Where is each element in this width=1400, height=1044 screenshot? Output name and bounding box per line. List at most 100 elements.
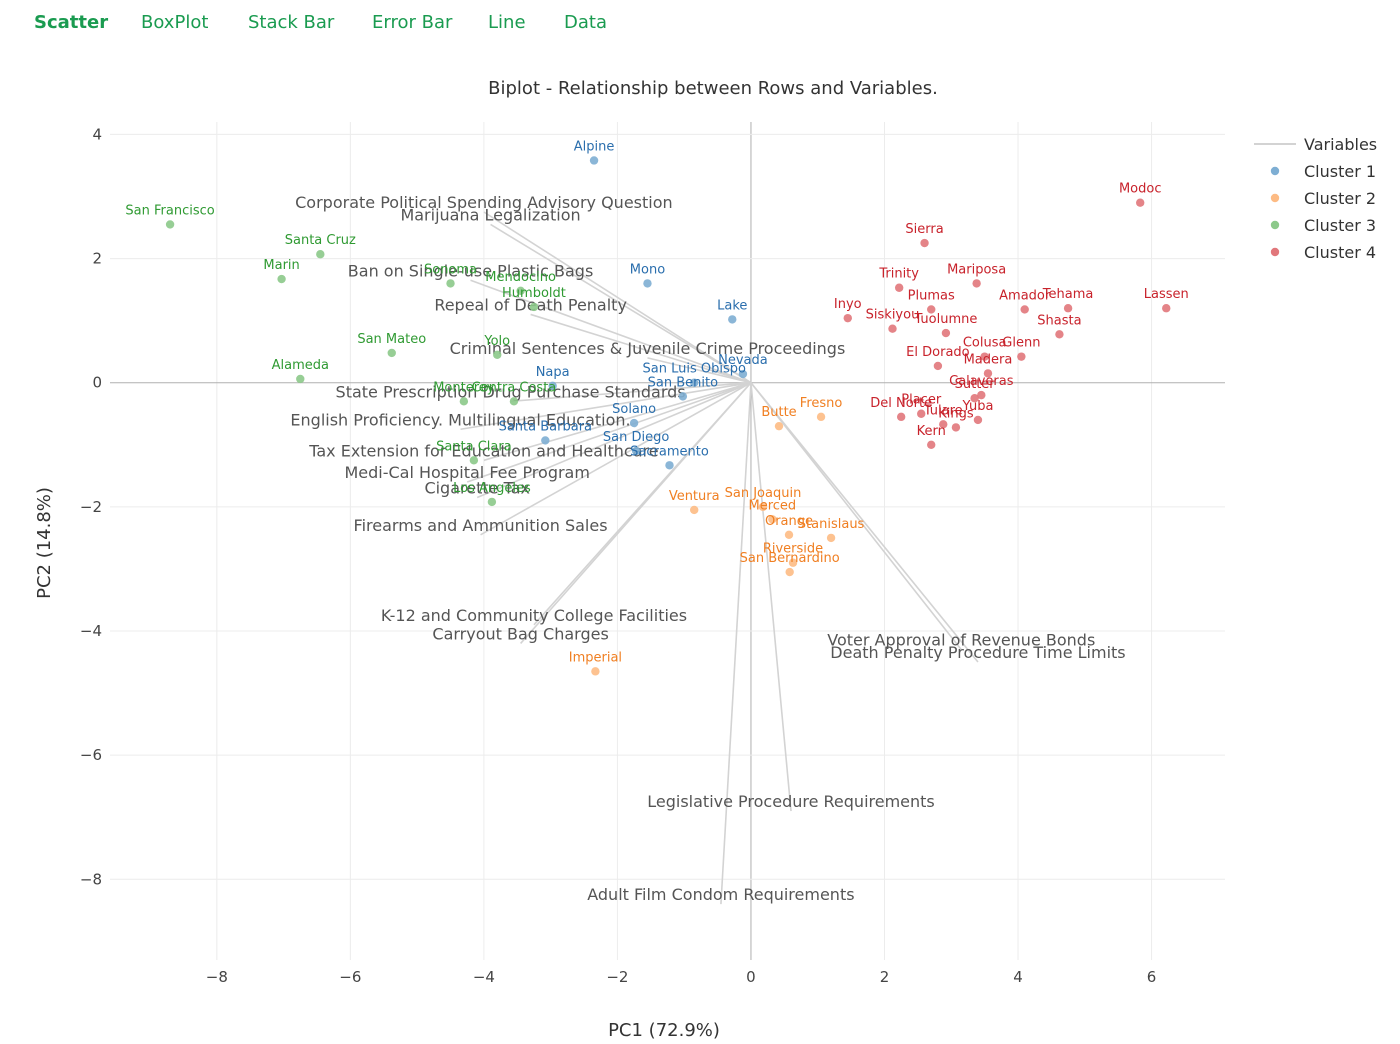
data-point (888, 324, 897, 333)
data-point (316, 250, 325, 259)
x-tick-label: −2 (606, 968, 628, 986)
data-point (629, 418, 639, 428)
data-point (516, 286, 525, 296)
point-label: Napa (536, 365, 570, 380)
data-point (826, 533, 836, 543)
point-label: Ventura (669, 489, 720, 504)
data-point (951, 423, 961, 432)
point-label: San Luis Obispo (642, 362, 745, 377)
point-label: Marin (263, 258, 299, 273)
x-tick-label: 4 (1013, 968, 1023, 986)
variable-label: Medi-Cal Hospital Fee Program (344, 463, 590, 482)
variable-vector (480, 382, 752, 536)
variable-label: Legislative Procedure Requirements (647, 792, 935, 811)
point-label: Placer (901, 393, 942, 408)
variable-label: Ban on Single-use Plastic Bags (348, 261, 594, 280)
tab-stack-bar[interactable]: Stack Bar (248, 12, 335, 33)
variable-vector (510, 381, 752, 403)
point-label: Yolo (483, 334, 510, 349)
data-point (933, 361, 943, 371)
point-label: Sacramento (630, 444, 709, 459)
legend-entry: Cluster 4 (1304, 243, 1376, 262)
point-label: San Francisco (125, 203, 214, 218)
data-point (728, 315, 737, 324)
variable-vector (520, 382, 752, 644)
tab-bar: Scatter BoxPlot Stack Bar Error Bar Line… (0, 0, 1400, 48)
variable-label: Firearms and Ammunition Sales (354, 516, 608, 535)
point-label: Amador (999, 288, 1051, 303)
variable-vectors: Corporate Political Spending Advisory Qu… (290, 193, 1126, 905)
point-label: Los Angeles (453, 481, 531, 496)
point-label: Calaveras (949, 374, 1014, 389)
point-label: Merced (748, 498, 796, 513)
data-point (758, 502, 768, 512)
data-point (548, 381, 557, 391)
point-label: Mono (630, 262, 665, 277)
tab-data[interactable]: Data (564, 12, 607, 33)
data-point (589, 156, 599, 165)
data-point (894, 283, 904, 292)
data-point (509, 397, 519, 406)
data-point (738, 369, 748, 379)
tab-error-bar[interactable]: Error Bar (372, 12, 453, 33)
tab-boxplot[interactable]: BoxPlot (141, 12, 209, 33)
data-point (665, 461, 674, 470)
point-label: Madera (964, 352, 1013, 367)
tab-scatter[interactable]: Scatter (34, 12, 109, 33)
variable-label: Death Penalty Procedure Time Limits (830, 643, 1125, 662)
variable-label: Adult Film Condom Requirements (587, 885, 854, 904)
point-label: Kern (917, 424, 946, 439)
variable-label: State Prescription Drug Purchase Standar… (336, 382, 686, 401)
chart-title: Biplot - Relationship between Rows and V… (488, 78, 938, 99)
data-point (643, 279, 652, 288)
point-label: Orange (765, 514, 813, 529)
data-point (785, 567, 794, 577)
x-tick-label: −4 (473, 968, 495, 986)
variable-vector (720, 382, 752, 905)
point-label: Siskiyou (866, 308, 920, 323)
tab-line[interactable]: Line (488, 12, 526, 33)
point-label: Modoc (1119, 182, 1162, 197)
data-point (631, 446, 641, 456)
point-label: Santa Clara (436, 439, 512, 454)
data-point (973, 415, 983, 425)
point-label: Contra Costa (472, 380, 557, 395)
legend: Variables Cluster 1 Cluster 2 Cluster 3 Clus… (1254, 135, 1377, 262)
data-point (487, 497, 497, 507)
point-label: Santa Cruz (285, 233, 356, 248)
x-tick-label: 6 (1147, 968, 1157, 986)
data-point (980, 352, 989, 361)
point-label: Sonoma (424, 262, 477, 277)
legend-cluster-marker (1270, 247, 1280, 257)
data-point (591, 667, 600, 676)
grid-lines (110, 122, 1225, 960)
data-point (446, 279, 455, 288)
variable-vector (530, 313, 752, 384)
data-point (972, 279, 981, 288)
point-label: Imperial (569, 650, 622, 665)
data-point (896, 412, 906, 422)
point-label: Kings (938, 406, 974, 421)
point-label: Stanislaus (798, 517, 865, 532)
point-label: Shasta (1037, 313, 1081, 328)
data-point (1017, 352, 1026, 361)
variable-vector (750, 382, 792, 812)
y-axis-label: PC2 (14.8%) (34, 487, 55, 599)
variable-vector (466, 381, 752, 483)
variable-label: Marijuana Legalization (400, 205, 580, 224)
data-point (529, 302, 539, 312)
data-point (277, 274, 286, 284)
variable-label: Voter Approval of Revenue Bonds (827, 631, 1095, 650)
data-point (1136, 198, 1145, 207)
data-point (493, 350, 502, 359)
data-point (387, 348, 396, 358)
point-label: Sierra (905, 222, 943, 237)
data-point (788, 558, 798, 567)
point-label: Solano (612, 402, 656, 417)
data-point (678, 392, 688, 401)
data-point (165, 220, 175, 229)
point-label: Inyo (834, 297, 862, 312)
point-label: Santa Barbara (499, 419, 592, 434)
point-label: El Dorado (906, 345, 969, 360)
data-point (690, 505, 699, 515)
